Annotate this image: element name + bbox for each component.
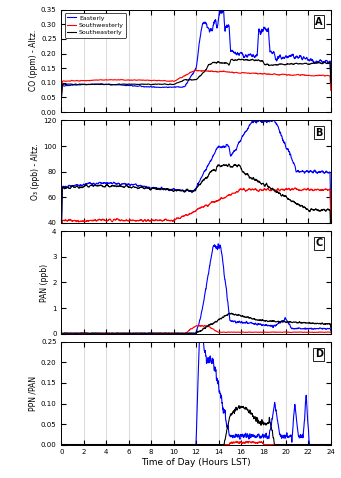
Y-axis label: CO (ppm) - Altz.: CO (ppm) - Altz. [29,30,38,91]
Text: A: A [315,17,323,27]
Y-axis label: PAN (ppb): PAN (ppb) [40,263,49,302]
X-axis label: Time of Day (Hours LST): Time of Day (Hours LST) [141,458,251,467]
Text: B: B [315,128,323,138]
Y-axis label: O₃ (ppb) - Altz.: O₃ (ppb) - Altz. [31,143,40,200]
Text: D: D [315,349,323,359]
Text: C: C [315,239,323,249]
Y-axis label: PPN /PAN: PPN /PAN [29,376,38,411]
Legend: Easterly, Southwesterly, Southeasterly: Easterly, Southwesterly, Southeasterly [64,13,127,38]
